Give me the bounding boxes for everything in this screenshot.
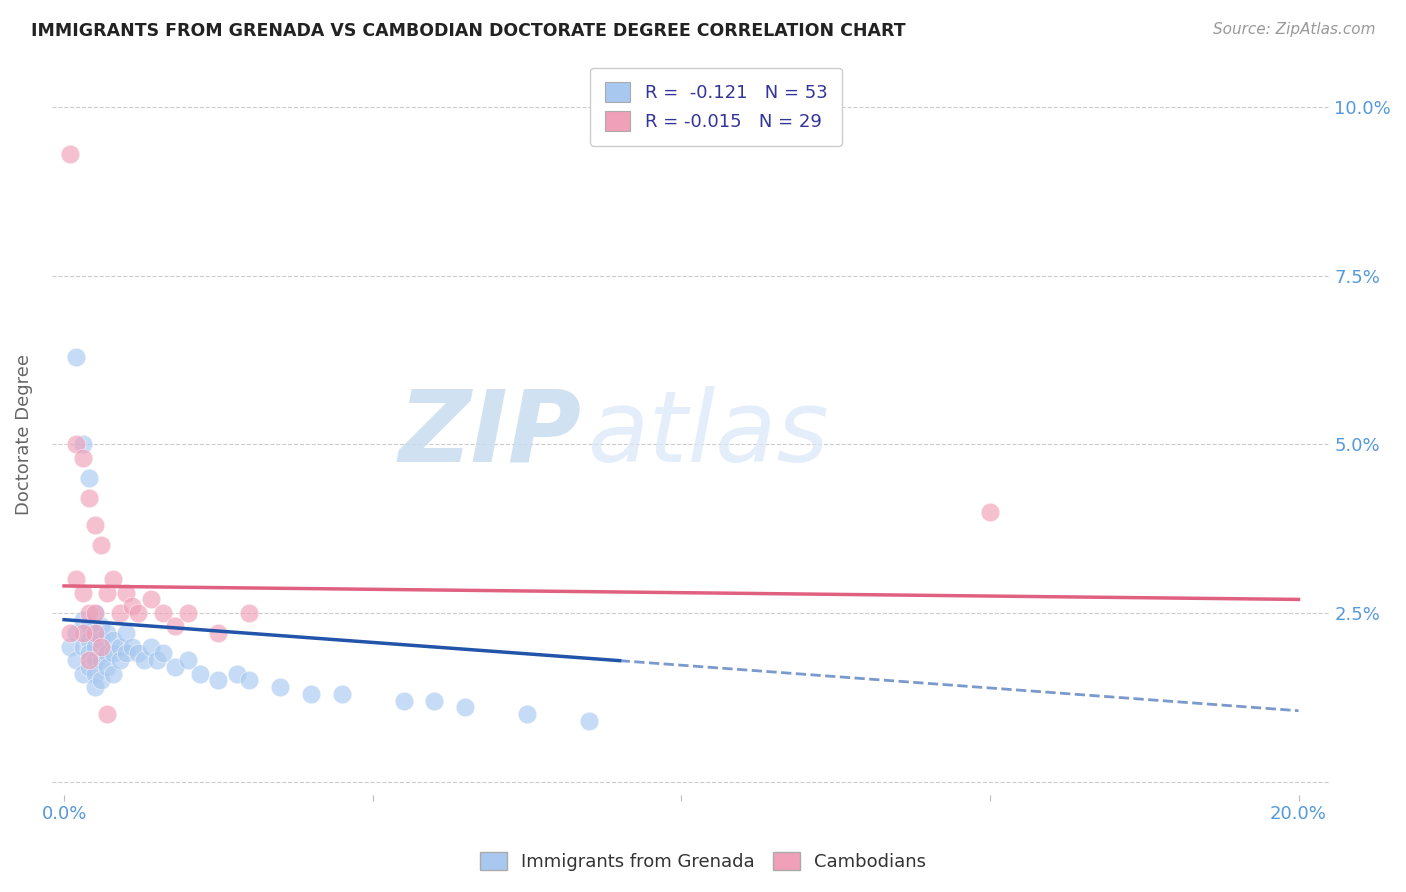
Point: [77, 653, 100, 667]
Point: [72, 585, 94, 599]
Point: [108, 640, 131, 654]
Point: [84, 666, 107, 681]
Point: [103, 572, 125, 586]
Point: [65, 437, 87, 451]
Point: [84, 626, 107, 640]
Point: [72, 640, 94, 654]
Point: [90, 538, 112, 552]
Point: [65, 350, 87, 364]
Point: [454, 700, 477, 714]
Point: [238, 606, 260, 620]
Point: [77, 471, 100, 485]
Point: [121, 640, 143, 654]
Legend: Immigrants from Grenada, Cambodians: Immigrants from Grenada, Cambodians: [472, 845, 934, 879]
Point: [103, 632, 125, 647]
Point: [176, 606, 198, 620]
Point: [578, 714, 600, 728]
Point: [72, 626, 94, 640]
Text: ZIP: ZIP: [399, 385, 582, 483]
Point: [77, 606, 100, 620]
Point: [84, 626, 107, 640]
Point: [90, 640, 112, 654]
Point: [108, 606, 131, 620]
Point: [103, 647, 125, 661]
Point: [72, 613, 94, 627]
Point: [96, 626, 118, 640]
Point: [90, 632, 112, 647]
Point: [516, 707, 538, 722]
Point: [188, 666, 211, 681]
Point: [96, 707, 118, 722]
Point: [65, 653, 87, 667]
Point: [299, 687, 322, 701]
Point: [134, 653, 156, 667]
Point: [152, 606, 174, 620]
Point: [59, 626, 82, 640]
Point: [226, 666, 249, 681]
Point: [145, 653, 167, 667]
Text: IMMIGRANTS FROM GRENADA VS CAMBODIAN DOCTORATE DEGREE CORRELATION CHART: IMMIGRANTS FROM GRENADA VS CAMBODIAN DOC…: [31, 22, 905, 40]
Point: [139, 640, 162, 654]
Point: [90, 673, 112, 688]
Point: [77, 632, 100, 647]
Point: [176, 653, 198, 667]
Point: [121, 599, 143, 614]
Y-axis label: Doctorate Degree: Doctorate Degree: [15, 353, 32, 515]
Point: [84, 606, 107, 620]
Point: [114, 647, 136, 661]
Point: [77, 660, 100, 674]
Legend: R =  -0.121   N = 53, R = -0.015   N = 29: R = -0.121 N = 53, R = -0.015 N = 29: [591, 68, 842, 145]
Point: [77, 647, 100, 661]
Point: [96, 585, 118, 599]
Point: [90, 653, 112, 667]
Point: [96, 647, 118, 661]
Point: [207, 626, 229, 640]
Point: [90, 619, 112, 633]
Text: atlas: atlas: [588, 385, 830, 483]
Point: [152, 647, 174, 661]
Point: [72, 450, 94, 465]
Point: [84, 518, 107, 533]
Text: Source: ZipAtlas.com: Source: ZipAtlas.com: [1212, 22, 1375, 37]
Point: [392, 693, 415, 707]
Point: [114, 585, 136, 599]
Point: [330, 687, 353, 701]
Point: [72, 666, 94, 681]
Point: [77, 619, 100, 633]
Point: [59, 640, 82, 654]
Point: [65, 572, 87, 586]
Point: [238, 673, 260, 688]
Point: [269, 680, 291, 694]
Point: [139, 592, 162, 607]
Point: [84, 680, 107, 694]
Point: [165, 660, 187, 674]
Point: [114, 626, 136, 640]
Point: [979, 505, 1001, 519]
Point: [423, 693, 446, 707]
Point: [84, 606, 107, 620]
Point: [77, 491, 100, 506]
Point: [207, 673, 229, 688]
Point: [72, 437, 94, 451]
Point: [127, 606, 149, 620]
Point: [84, 640, 107, 654]
Point: [59, 147, 82, 161]
Point: [108, 653, 131, 667]
Point: [165, 619, 187, 633]
Point: [84, 653, 107, 667]
Point: [96, 660, 118, 674]
Point: [127, 647, 149, 661]
Point: [103, 666, 125, 681]
Point: [65, 626, 87, 640]
